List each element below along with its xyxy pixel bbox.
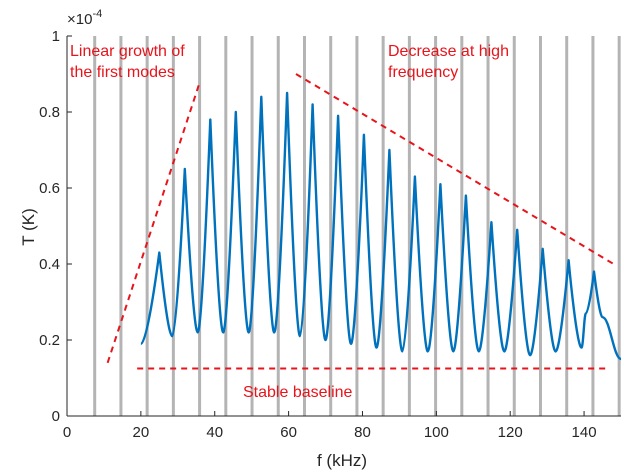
x-tick-label: 80 [354, 424, 371, 441]
x-tick-label: 120 [498, 424, 523, 441]
x-axis-label: f (kHz) [317, 451, 367, 470]
y-exponent: ×10-4 [67, 8, 102, 28]
annotation-lines [106, 73, 615, 370]
x-tick-label: 100 [424, 424, 449, 441]
annotation-growth-line-1: Linear growth of [70, 43, 185, 60]
series-group [139, 91, 622, 361]
y-axis-label: T (K) [19, 208, 38, 245]
y-tick-label: 1 [52, 28, 60, 45]
y-tick-label: 0.4 [39, 256, 60, 273]
y-exponent-base: ×10 [67, 11, 92, 28]
y-tick-label: 0.6 [39, 180, 60, 197]
annotation-line-decrease [295, 73, 615, 265]
y-tick-label: 0.2 [39, 332, 60, 349]
annotation-baseline: Stable baseline [243, 384, 353, 401]
y-exponent-power: -4 [92, 8, 102, 20]
annotation-decrease: Decrease at high frequency [388, 43, 513, 81]
mode-lines [93, 36, 621, 416]
x-tick-label: 140 [572, 424, 597, 441]
annotation-decrease-line-2: frequency [388, 64, 458, 81]
series-line-temperature [139, 91, 622, 361]
ticks: 0 20 40 60 80 100 120 140 0 0.2 0.4 0.6 0.8 1 [39, 28, 596, 441]
annotation-decrease-line-1: Decrease at high [388, 43, 509, 60]
annotation-line-growth [106, 81, 201, 364]
x-tick-label: 40 [206, 424, 223, 441]
y-tick-label: 0.8 [39, 104, 60, 121]
x-tick-label: 0 [63, 424, 71, 441]
annotation-growth: Linear growth of the first modes [70, 43, 189, 81]
x-tick-label: 20 [133, 424, 150, 441]
x-tick-label: 60 [280, 424, 297, 441]
y-tick-label: 0 [52, 408, 60, 425]
axes [66, 36, 621, 417]
annotation-growth-line-2: the first modes [70, 64, 175, 81]
